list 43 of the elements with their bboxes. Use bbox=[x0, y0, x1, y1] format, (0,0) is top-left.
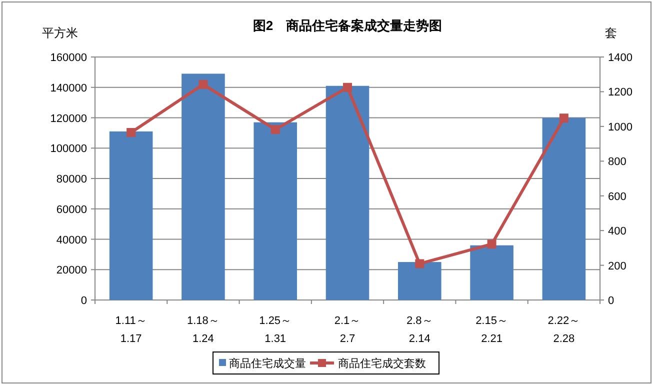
bar bbox=[398, 262, 442, 300]
x-tick-label: 2.22～ 2.28 bbox=[548, 315, 580, 345]
bar bbox=[109, 131, 153, 300]
y-tick-label: 60000 bbox=[56, 204, 87, 216]
y2-axis-title: 套 bbox=[605, 26, 617, 40]
bar bbox=[326, 86, 370, 300]
x-tick-label: 1.11～ 1.17 bbox=[115, 315, 147, 345]
x-tick-label: 1.25～ 1.31 bbox=[259, 315, 292, 345]
y2-tick-label: 1200 bbox=[608, 86, 632, 99]
y2-tick-label: 200 bbox=[608, 260, 626, 272]
point bbox=[270, 125, 280, 134]
y2-tick-label: 800 bbox=[608, 156, 626, 168]
y-tick-label: 80000 bbox=[56, 174, 87, 186]
x-tick-label: 2.8～ 2.14 bbox=[406, 315, 433, 345]
point bbox=[487, 240, 496, 249]
x-tick-label: 2.1～ 2.7 bbox=[334, 315, 361, 345]
point bbox=[198, 80, 208, 89]
y-tick-label: 40000 bbox=[56, 234, 87, 246]
point bbox=[415, 259, 424, 268]
y2-tick-label: 1000 bbox=[608, 121, 632, 134]
y-tick-label: 140000 bbox=[50, 82, 87, 94]
y-tick-label: 100000 bbox=[50, 143, 87, 156]
point bbox=[559, 114, 568, 123]
x-tick-label: 2.15～ 2.21 bbox=[476, 315, 508, 345]
y2-tick-label: 0 bbox=[608, 295, 614, 307]
legend-label: 商品住宅成交量 bbox=[229, 357, 306, 370]
x-tick-label: 1.18～ 1.24 bbox=[187, 315, 220, 345]
y-tick-label: 120000 bbox=[50, 112, 87, 125]
point bbox=[343, 82, 352, 92]
y2-tick-label: 1400 bbox=[608, 52, 632, 64]
y-axis-title: 平方米 bbox=[42, 26, 78, 40]
y-tick-label: 20000 bbox=[56, 264, 87, 277]
chart-title: 图2 商品住宅备案成交量走势图 bbox=[252, 18, 442, 33]
point bbox=[126, 128, 136, 138]
y2-tick-label: 600 bbox=[608, 190, 626, 203]
bar bbox=[542, 118, 586, 300]
y2-tick-label: 400 bbox=[608, 226, 626, 238]
bar bbox=[470, 245, 514, 300]
y-tick-label: 0 bbox=[80, 295, 87, 307]
legend-label: 商品住宅成交套数 bbox=[338, 357, 426, 370]
bar bbox=[182, 74, 225, 300]
bar bbox=[254, 122, 297, 300]
y-tick-label: 160000 bbox=[50, 52, 87, 64]
